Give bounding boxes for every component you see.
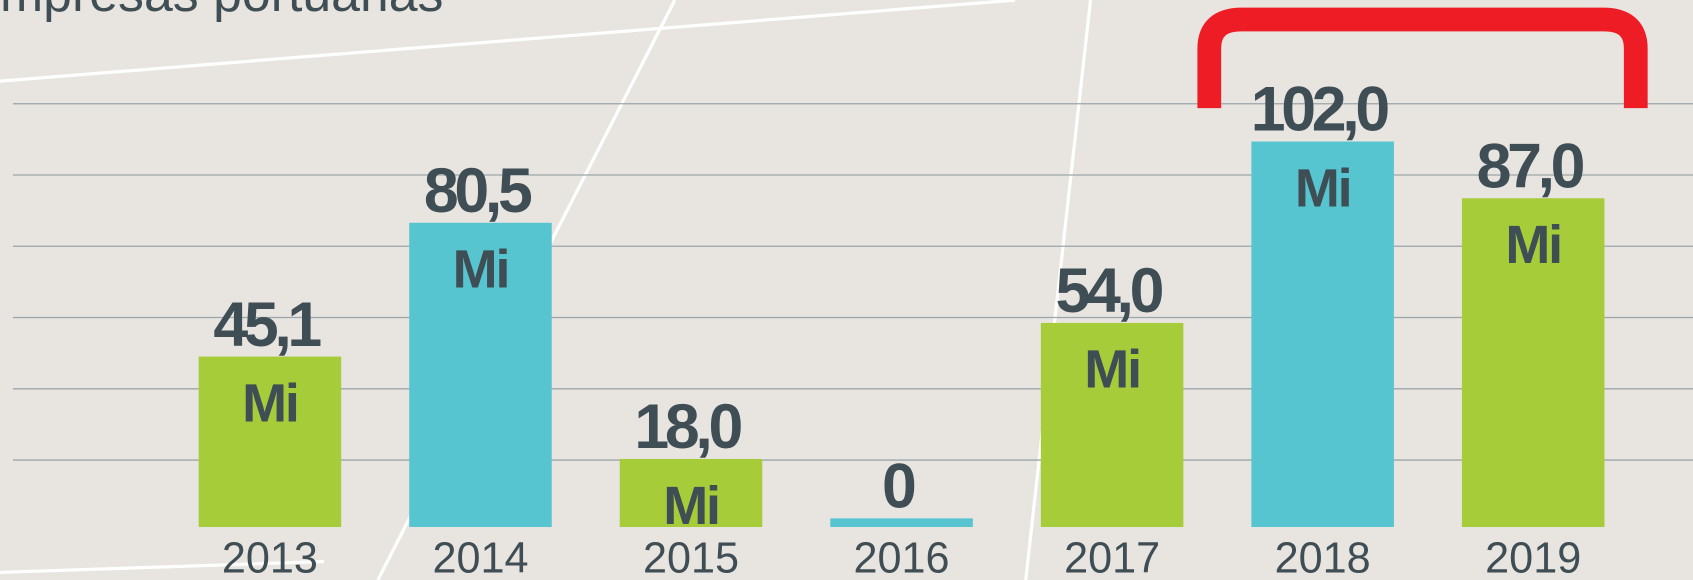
x-tick-label: 2016 <box>854 534 950 580</box>
value-label: 54,0 <box>1055 256 1162 326</box>
x-tick-label: 2015 <box>643 534 739 580</box>
x-tick-label: 2019 <box>1485 534 1581 580</box>
unit-label: Mi <box>663 476 719 536</box>
value-label: 18,0 <box>634 392 741 462</box>
value-label: 80,5 <box>424 156 532 226</box>
x-tick-label: 2014 <box>432 534 528 580</box>
value-label: 87,0 <box>1477 131 1584 201</box>
bar <box>830 518 973 527</box>
unit-label: Mi <box>1295 158 1351 218</box>
bar <box>198 356 342 527</box>
unit-label: Mi <box>242 373 298 433</box>
x-tick-label: 2018 <box>1275 534 1371 580</box>
bar <box>1040 322 1184 527</box>
x-tick-label: 2017 <box>1064 534 1160 580</box>
chart-title: mpresas portuarias <box>0 0 443 22</box>
unit-label: Mi <box>1505 215 1561 275</box>
unit-label: Mi <box>1084 340 1140 400</box>
value-label: 102,0 <box>1251 75 1389 145</box>
bar <box>409 222 552 527</box>
x-tick-label: 2013 <box>222 534 318 580</box>
bar <box>1251 141 1394 527</box>
highlight-bracket <box>1197 7 1648 109</box>
value-label: 0 <box>882 452 915 522</box>
unit-label: Mi <box>453 240 509 300</box>
bar <box>619 458 763 527</box>
value-label: 45,1 <box>213 290 321 360</box>
bar <box>1461 198 1605 527</box>
